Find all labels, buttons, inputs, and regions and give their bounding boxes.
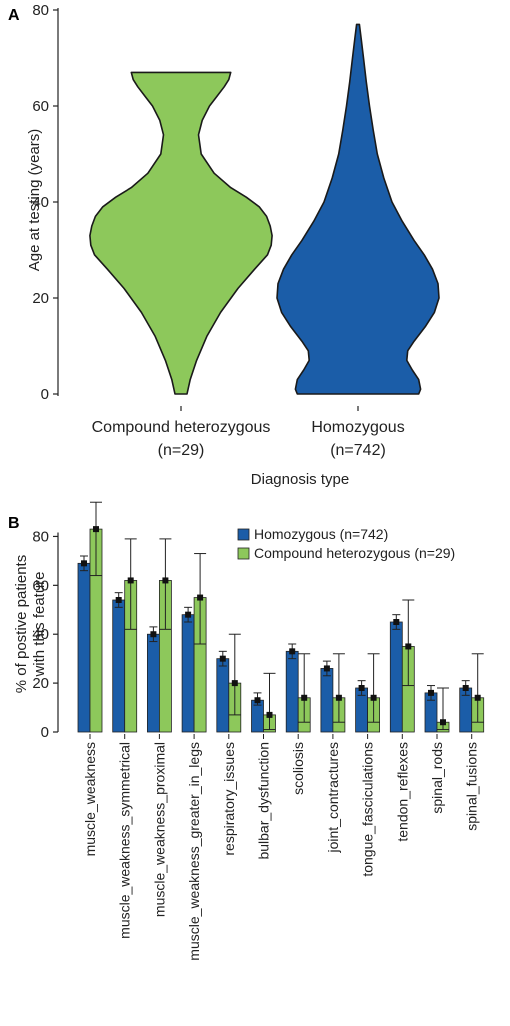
point-0-0 bbox=[81, 560, 87, 567]
point-1-3 bbox=[197, 594, 204, 601]
panel-b-ylabel-line2: with this feature bbox=[31, 571, 48, 677]
point-1-6 bbox=[301, 694, 308, 701]
point-1-0 bbox=[93, 526, 99, 533]
panel-b-category-label-7: joint_contractures bbox=[325, 742, 341, 854]
panel-b-category-label-6: scoliosis bbox=[290, 742, 306, 795]
bar-homozygous-2 bbox=[146, 633, 160, 733]
panel-a-ytick-label-2: 40 bbox=[32, 194, 49, 211]
violin-1 bbox=[276, 23, 440, 395]
point-1-8 bbox=[370, 694, 377, 701]
panel-b-category-label-8: tongue_fasciculations bbox=[360, 742, 376, 877]
bar-homozygous-4 bbox=[216, 658, 230, 733]
point-1-9 bbox=[405, 643, 412, 650]
point-0-10 bbox=[428, 689, 434, 696]
legend-label-homozygous: Homozygous (n=742) bbox=[254, 526, 388, 542]
panel-b-category-label-11: spinal_fusions bbox=[464, 742, 480, 831]
bar-homozygous-0 bbox=[77, 562, 91, 733]
panel-a: A Age at testing (years) Diagnosis type … bbox=[8, 2, 440, 488]
point-1-2 bbox=[162, 577, 169, 584]
panel-a-category-count-0: (n=29) bbox=[158, 442, 205, 459]
panel-b-ytick-label-0: 0 bbox=[41, 724, 49, 741]
point-0-8 bbox=[358, 685, 365, 691]
panel-a-ytick-label-0: 0 bbox=[41, 386, 49, 403]
legend-label-compound: Compound heterozygous (n=29) bbox=[254, 545, 455, 561]
panel-a-ylabel: Age at testing (years) bbox=[26, 129, 43, 272]
point-1-10 bbox=[440, 719, 446, 726]
panel-b-category-label-0: muscle_weakness bbox=[82, 742, 98, 856]
point-1-1 bbox=[127, 577, 134, 584]
panel-a-category-label-0: Compound heterozygous bbox=[92, 419, 271, 436]
panel-a-category-count-1: (n=742) bbox=[330, 442, 386, 459]
bar-homozygous-9 bbox=[389, 621, 403, 733]
point-0-9 bbox=[393, 619, 400, 625]
point-0-4 bbox=[219, 655, 226, 662]
panel-b-category-label-9: tendon_reflexes bbox=[394, 742, 410, 842]
panel-a-categories: Compound heterozygous (n=29) Homozygous (n=… bbox=[92, 406, 405, 459]
panel-b-category-label-10: spinal_rods bbox=[429, 742, 445, 814]
panel-b-category-label-1: muscle_weakness_symmetrical bbox=[117, 742, 133, 939]
legend-swatch-compound bbox=[237, 547, 250, 560]
point-0-5 bbox=[254, 697, 261, 704]
violin-0 bbox=[89, 71, 273, 395]
panel-a-label: A bbox=[8, 7, 20, 24]
bar-homozygous-1 bbox=[112, 599, 126, 733]
panel-b-label: B bbox=[8, 515, 20, 532]
bar-homozygous-7 bbox=[320, 668, 334, 733]
panel-b-category-label-2: muscle_weakness_proximal bbox=[151, 742, 167, 917]
panel-a-ytick-label-3: 60 bbox=[32, 98, 49, 115]
panel-b-categories: muscle_weakness muscle_weakness_symmetric… bbox=[82, 734, 480, 961]
panel-a-violins bbox=[89, 23, 440, 395]
point-1-5 bbox=[266, 711, 273, 718]
panel-b-ytick-label-2: 40 bbox=[32, 626, 49, 643]
panel-a-category-label-1: Homozygous bbox=[311, 419, 404, 436]
panel-a-ytick-label-4: 80 bbox=[32, 2, 49, 19]
panel-b-category-label-4: respiratory_issues bbox=[221, 742, 237, 856]
panel-b-ytick-label-1: 20 bbox=[32, 675, 49, 692]
panel-b-category-label-5: bulbar_dysfunction bbox=[256, 742, 272, 860]
panel-b-ytick-label-3: 60 bbox=[32, 577, 49, 594]
bar-homozygous-3 bbox=[181, 614, 195, 733]
point-0-2 bbox=[150, 631, 157, 638]
panel-b: B % of postive patients with this featur… bbox=[8, 501, 485, 961]
panel-b-ytick-label-4: 80 bbox=[32, 528, 49, 545]
bar-homozygous-6 bbox=[285, 650, 299, 733]
point-1-11 bbox=[474, 694, 481, 701]
point-0-6 bbox=[289, 648, 296, 655]
point-0-11 bbox=[462, 685, 469, 691]
point-1-7 bbox=[335, 694, 342, 701]
point-1-4 bbox=[231, 680, 238, 687]
panel-b-y-axis: 0 20 40 60 80 bbox=[32, 528, 59, 741]
panel-b-legend: Homozygous (n=742) Compound heterozygous… bbox=[237, 526, 455, 561]
point-0-1 bbox=[115, 597, 122, 603]
panel-b-category-label-3: muscle_weakness_greater_in_legs bbox=[186, 742, 202, 961]
point-0-7 bbox=[323, 665, 330, 672]
panel-a-ytick-label-1: 20 bbox=[32, 290, 49, 307]
panel-b-ylabel-line1: % of postive patients bbox=[13, 555, 30, 693]
panel-a-y-axis: 0 20 40 60 80 bbox=[32, 2, 59, 403]
legend-swatch-homozygous bbox=[237, 528, 250, 541]
panel-a-xlabel: Diagnosis type bbox=[251, 471, 349, 488]
panel-b-bars bbox=[77, 501, 485, 733]
point-0-3 bbox=[185, 611, 192, 618]
